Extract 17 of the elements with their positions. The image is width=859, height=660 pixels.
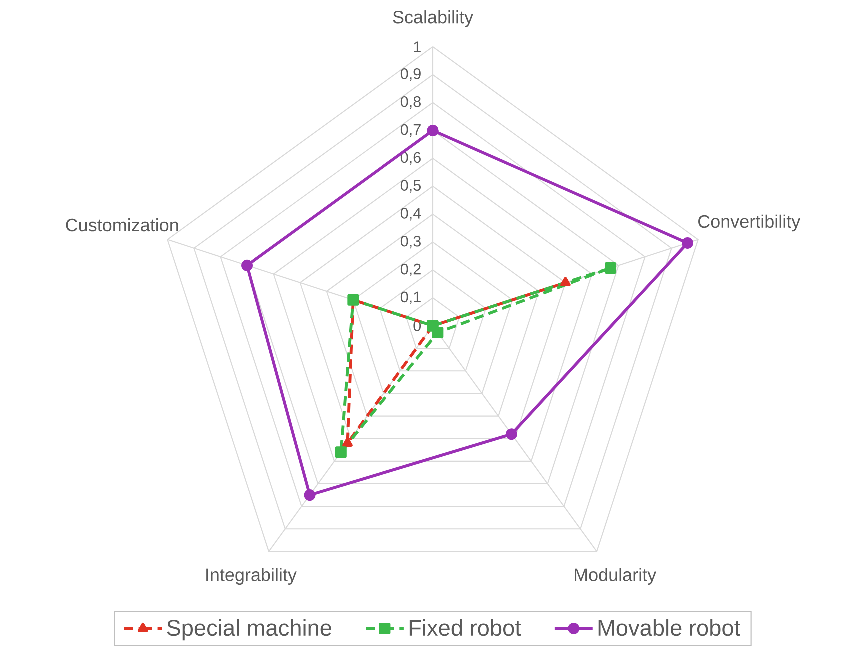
spoke-label: Convertibility bbox=[698, 214, 801, 232]
spoke-label: Modularity bbox=[575, 568, 657, 585]
legend-label: Movable robot bbox=[598, 620, 740, 636]
legend-label: Fixed robot bbox=[410, 620, 522, 636]
spoke-label: Customization bbox=[66, 218, 178, 232]
y-tick-label: 0,7 bbox=[400, 124, 421, 138]
y-tick-label: 0,4 bbox=[400, 208, 422, 221]
y-tick-label: 0,2 bbox=[400, 264, 421, 277]
y-tick-label: 0,1 bbox=[400, 292, 421, 304]
legend-label: Special machine bbox=[167, 620, 332, 641]
spoke-label: Scalability bbox=[393, 10, 474, 28]
y-tick-label: 0,8 bbox=[400, 96, 421, 110]
y-tick-label: 0,3 bbox=[400, 236, 421, 249]
y-tick-label: 0,5 bbox=[400, 180, 421, 193]
y-tick-label: 0,9 bbox=[400, 68, 421, 82]
spoke-label: Integrability bbox=[206, 568, 297, 585]
y-tick-label: 1 bbox=[414, 42, 421, 52]
